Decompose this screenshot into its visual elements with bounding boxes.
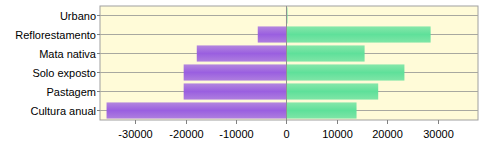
tick-mark [337, 120, 338, 124]
category-label: Solo exposto [32, 67, 96, 79]
tick-mark [135, 120, 136, 124]
tick-mark [97, 53, 100, 54]
tick-mark [97, 34, 100, 35]
bar [286, 102, 356, 118]
zero-line [286, 6, 287, 120]
tick-mark [97, 91, 100, 92]
tick-label: -30000 [118, 128, 152, 140]
bar [197, 45, 287, 61]
bar [286, 83, 378, 99]
tick-label: 20000 [372, 128, 403, 140]
tick-mark [186, 120, 187, 124]
tick-label: -10000 [219, 128, 253, 140]
bar [286, 26, 430, 42]
tick-mark [236, 120, 237, 124]
tick-label: 0 [283, 128, 289, 140]
bar [184, 64, 287, 80]
category-label: Cultura anual [31, 105, 96, 117]
tick-label: 30000 [423, 128, 454, 140]
tick-label: 10000 [322, 128, 353, 140]
bar [107, 102, 287, 118]
bars [107, 7, 431, 118]
category-label: Mata nativa [39, 48, 97, 60]
tick-mark [286, 120, 287, 124]
bar [184, 83, 287, 99]
grid-line [100, 15, 478, 16]
tick-label: -20000 [169, 128, 203, 140]
category-label: Pastagem [46, 86, 96, 98]
category-label: Reflorestamento [15, 29, 96, 41]
tick-mark [97, 110, 100, 111]
tick-mark [97, 15, 100, 16]
bar [286, 64, 404, 80]
chart: -30000 -20000 -10000 0 10000 20000 30000 Urbano… [0, 0, 481, 155]
category-label: Urbano [60, 10, 96, 22]
tick-mark [438, 120, 439, 124]
tick-mark [97, 72, 100, 73]
bar [286, 45, 364, 61]
bar [258, 26, 287, 42]
plot-area [100, 6, 478, 120]
tick-mark [387, 120, 388, 124]
